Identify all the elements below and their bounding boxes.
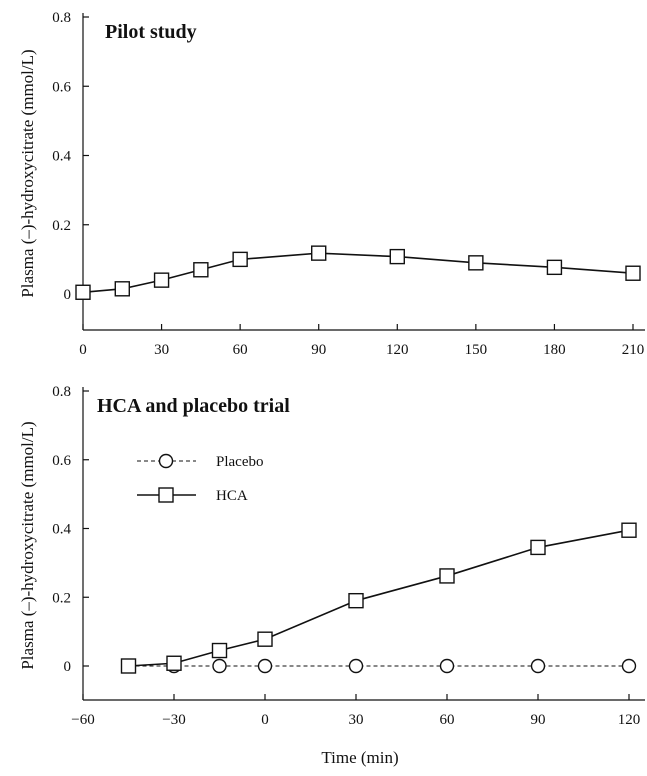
x-tick-label: 120 <box>618 712 641 728</box>
x-tick-label: 150 <box>465 342 488 358</box>
series-0-point <box>114 281 130 297</box>
x-axis-title: Time (min) <box>321 748 398 767</box>
placebo-point <box>439 658 455 674</box>
hca-point <box>211 642 228 659</box>
hca-point <box>439 568 455 584</box>
series-0-point <box>468 255 484 271</box>
y-tick-label: 0.6 <box>52 79 71 95</box>
y-tick-label: 0.8 <box>52 10 71 26</box>
panel-title: HCA and placebo trial <box>97 395 290 417</box>
series-0-point <box>193 262 209 278</box>
hca-point <box>621 522 637 538</box>
y-tick-label: 0.4 <box>52 149 71 165</box>
x-tick-label: 90 <box>531 712 546 728</box>
x-tick-label: 180 <box>543 342 566 358</box>
y-axis-title: Plasma (–)-hydroxycitrate (mmol/L) <box>18 49 37 297</box>
y-tick-label: 0.2 <box>52 590 71 606</box>
y-tick-label: 0 <box>64 659 72 675</box>
series-0-point <box>232 251 248 268</box>
y-tick-label: 0.6 <box>52 453 71 469</box>
series-0-point <box>546 259 563 276</box>
x-tick-label: 210 <box>622 342 645 358</box>
legend: Placebo HCA <box>137 453 263 504</box>
hca-point <box>348 592 364 609</box>
x-tick-label: 0 <box>261 712 269 728</box>
y-tick-label: 0.2 <box>52 218 71 234</box>
y-tick-label: 0.8 <box>52 384 71 400</box>
hca-point <box>120 658 137 674</box>
panel-title: Pilot study <box>105 21 197 43</box>
y-tick-label: 0.4 <box>52 522 71 538</box>
x-tick-label: 60 <box>440 712 455 728</box>
x-tick-label: −60 <box>71 712 94 728</box>
legend-placebo-label: Placebo <box>216 454 263 470</box>
series-0-point <box>311 245 327 261</box>
placebo-point <box>257 658 273 674</box>
hca-point <box>257 631 273 647</box>
legend-hca-label: HCA <box>216 488 248 504</box>
x-tick-label: 0 <box>79 342 87 358</box>
hca-line <box>128 529 630 667</box>
series-0-point <box>153 272 170 288</box>
x-tick-label: 30 <box>349 712 364 728</box>
panel-hca-placebo-trial: 0 0.2 0.4 0.6 0.8 −60 −30 0 30 60 90 120 Plasma (–)-… <box>18 384 645 767</box>
hca-point <box>166 655 182 671</box>
legend-placebo-marker <box>158 453 174 469</box>
panel-pilot-study: 0 0.2 0.4 0.6 0.8 0 30 60 90 120 150 180 210 Plasma (… <box>18 10 645 358</box>
placebo-point <box>212 658 227 674</box>
placebo-point <box>348 658 364 674</box>
placebo-point <box>621 658 637 674</box>
x-tick-label: 30 <box>154 342 169 358</box>
y-tick-label: 0 <box>64 287 72 303</box>
placebo-point <box>530 658 546 674</box>
x-tick-label: 120 <box>386 342 409 358</box>
series-0-point <box>625 265 641 281</box>
x-tick-label: 90 <box>311 342 326 358</box>
y-axis-title: Plasma (–)-hydroxycitrate (mmol/L) <box>18 421 37 669</box>
series-0-line <box>82 252 634 294</box>
legend-hca-marker <box>158 487 174 503</box>
hca-point <box>530 539 546 556</box>
series-0-point <box>75 284 91 300</box>
x-tick-label: −30 <box>162 712 185 728</box>
x-tick-label: 60 <box>233 342 248 358</box>
series-0-point <box>389 248 405 265</box>
